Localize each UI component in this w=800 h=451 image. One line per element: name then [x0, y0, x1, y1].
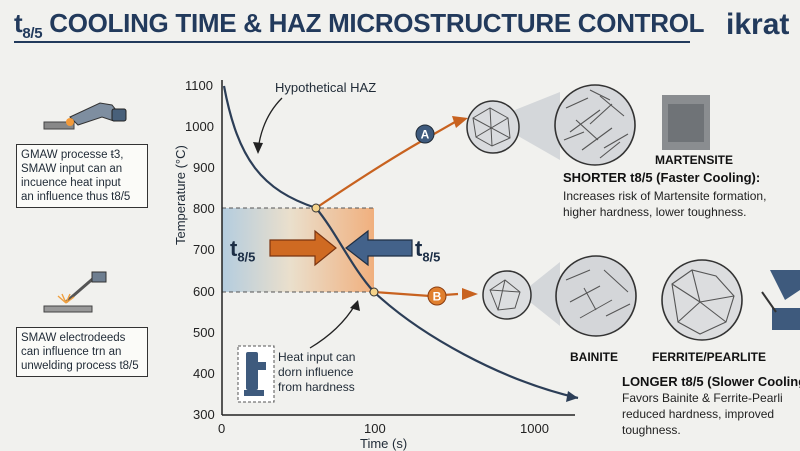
slower-cooling-arrow — [345, 229, 413, 267]
faster-cooling-arrow — [269, 229, 337, 267]
haz-microstructure-small — [466, 100, 520, 154]
marker-a — [415, 124, 435, 144]
x-tick-0: 0 — [218, 421, 226, 436]
gmaw-note: GMAW processe ŧ3, SMAW input can an incu… — [16, 144, 148, 208]
ferrite-pearlite-micrograph — [661, 259, 743, 341]
electrode-holder-icon — [43, 271, 107, 313]
shorter-heading: SHORTER t8/5 (Faster Cooling): — [563, 170, 761, 185]
longer-description: Favors Bainite & Ferrite-Pearli reduced … — [622, 391, 783, 437]
y-tick-800: 800 — [193, 201, 215, 216]
page-title: t8/5 COOLING TIME & HAZ MICROSTRUCTURE C… — [14, 8, 705, 43]
y-tick-1000: 1000 — [185, 119, 214, 134]
shorter-description: Increases risk of Martensite formation, … — [563, 189, 767, 219]
svg-text:B: B — [433, 290, 442, 304]
branch-a-line — [315, 121, 456, 209]
y-tick-400: 400 — [193, 366, 215, 381]
brand-logo: ikrat — [726, 8, 790, 41]
x-axis-label: Time (s) — [360, 436, 408, 451]
y-tick-500: 500 — [193, 325, 215, 340]
y-axis-label: Temperature (°C) — [173, 145, 188, 245]
haz-cooling-curve — [222, 85, 579, 400]
welding-torch-icon — [43, 102, 127, 130]
y-tick-900: 900 — [193, 160, 215, 175]
smaw-note: SMAW electrodeeds can influence trn an u… — [16, 327, 148, 377]
t85-label-left: t8/5 — [230, 236, 256, 265]
hardness-tester-icon — [761, 270, 800, 330]
longer-heading: LONGER t8/5 (Slower Cooling — [622, 374, 800, 389]
curve-label: Hypothetical HAZ — [275, 80, 377, 95]
t85-label-right: t8/5 — [415, 236, 441, 265]
bainite-small-micrograph — [482, 270, 532, 320]
x-tick-100: 100 — [364, 421, 386, 436]
title-underline — [14, 41, 690, 43]
y-tick-300: 300 — [193, 407, 215, 422]
y-tick-1100: 1100 — [185, 78, 213, 93]
heat-input-note: Heat input can dorn influence from hardn… — [278, 350, 356, 395]
martensite-photo — [662, 95, 710, 150]
bainite-micrograph — [555, 255, 637, 337]
micrometer-icon — [237, 345, 275, 403]
martensite-micrograph — [554, 84, 636, 166]
bainite-label: BAINITE — [570, 350, 618, 364]
ferrite-pearlite-label: FERRITE/PEARLITE — [652, 350, 767, 364]
y-tick-700: 700 — [193, 242, 215, 257]
svg-text:A: A — [421, 128, 430, 142]
martensite-label: MARTENSITE — [655, 153, 733, 167]
x-tick-1000: 1000 — [520, 421, 549, 436]
y-tick-600: 600 — [193, 284, 215, 299]
marker-b — [427, 286, 447, 306]
